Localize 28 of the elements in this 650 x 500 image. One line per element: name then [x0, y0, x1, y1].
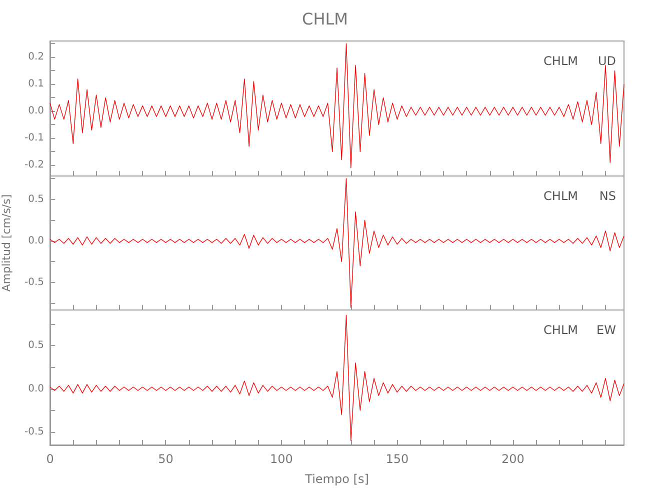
annotation: NS: [599, 189, 616, 203]
line-series: [50, 178, 624, 308]
y-tick-label: 0.5: [28, 340, 44, 351]
x-tick-label: 100: [270, 452, 293, 466]
line-series: [50, 314, 624, 442]
y-tick-label: -0.2: [24, 160, 44, 171]
y-tick-label: -0.5: [24, 277, 44, 288]
x-tick-label: 200: [501, 452, 524, 466]
x-tick-label: 150: [386, 452, 409, 466]
chart-title: CHLM: [302, 10, 348, 28]
annotation: CHLM: [544, 189, 578, 203]
x-axis-title: Tiempo [s]: [304, 472, 369, 486]
y-tick-label: 0.1: [28, 78, 44, 90]
y-tick-label: 0.0: [28, 106, 44, 117]
annotation: UD: [598, 54, 616, 68]
annotation: EW: [596, 323, 616, 337]
x-tick-label: 0: [46, 452, 54, 466]
line-series: [50, 43, 624, 168]
y-tick-label: 0.0: [28, 235, 44, 246]
annotation: CHLM: [544, 323, 578, 337]
y-tick-label: 0.2: [28, 52, 44, 63]
y-tick-label: 0.0: [28, 383, 44, 394]
y-tick-label: -0.1: [24, 132, 44, 144]
x-tick-label: 50: [158, 452, 174, 466]
y-axis-title: Amplitud [cm/s/s]: [0, 194, 13, 292]
y-tick-label: 0.5: [28, 194, 44, 205]
annotation: CHLM: [544, 54, 578, 68]
y-tick-label: -0.5: [24, 426, 44, 438]
